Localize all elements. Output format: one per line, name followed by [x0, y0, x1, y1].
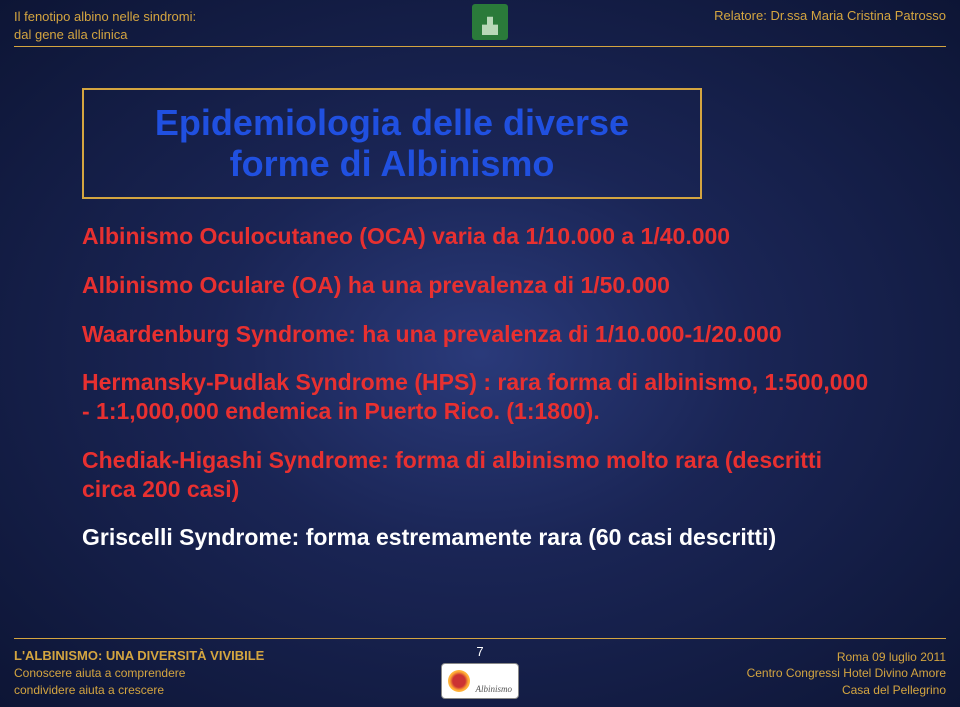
header-left-line2: dal gene alla clinica [14, 26, 196, 44]
footer-logo-icon: Albinismo [441, 663, 519, 699]
footer-logo-text: Albinismo [475, 684, 512, 694]
footer-left: L'ALBINISMO: UNA DIVERSITÀ VIVIBILE Cono… [14, 647, 264, 699]
footer-left-line2: Conoscere aiuta a comprendere [14, 665, 264, 682]
paragraph-3: Waardenburg Syndrome: ha una prevalenza … [82, 320, 870, 349]
footer-right-line3: Casa del Pellegrino [747, 682, 946, 699]
footer-right-line2: Centro Congressi Hotel Divino Amore [747, 665, 946, 682]
paragraph-1: Albinismo Oculocutaneo (OCA) varia da 1/… [82, 222, 870, 251]
content-area: Albinismo Oculocutaneo (OCA) varia da 1/… [82, 222, 870, 572]
footer-right: Roma 09 luglio 2011 Centro Congressi Hot… [747, 649, 946, 699]
header-left: Il fenotipo albino nelle sindromi: dal g… [14, 8, 196, 44]
header-logo-icon [472, 4, 508, 40]
header-right: Relatore: Dr.ssa Maria Cristina Patrosso [714, 8, 946, 23]
paragraph-5: Chediak-Higashi Syndrome: forma di albin… [82, 446, 870, 504]
paragraph-2: Albinismo Oculare (OA) ha una prevalenza… [82, 271, 870, 300]
footer-divider [14, 638, 946, 639]
footer-right-line1: Roma 09 luglio 2011 [747, 649, 946, 666]
footer-left-line3: condividere aiuta a crescere [14, 682, 264, 699]
footer-center: 7 Albinismo [441, 644, 519, 699]
header-divider [14, 46, 946, 47]
slide-title: Epidemiologia delle diverse forme di Alb… [104, 102, 680, 185]
title-box: Epidemiologia delle diverse forme di Alb… [82, 88, 702, 199]
footer-left-line1: L'ALBINISMO: UNA DIVERSITÀ VIVIBILE [14, 647, 264, 665]
paragraph-4: Hermansky-Pudlak Syndrome (HPS) : rara f… [82, 368, 870, 426]
paragraph-6: Griscelli Syndrome: forma estremamente r… [82, 523, 870, 552]
page-number: 7 [441, 644, 519, 659]
header-left-line1: Il fenotipo albino nelle sindromi: [14, 8, 196, 26]
